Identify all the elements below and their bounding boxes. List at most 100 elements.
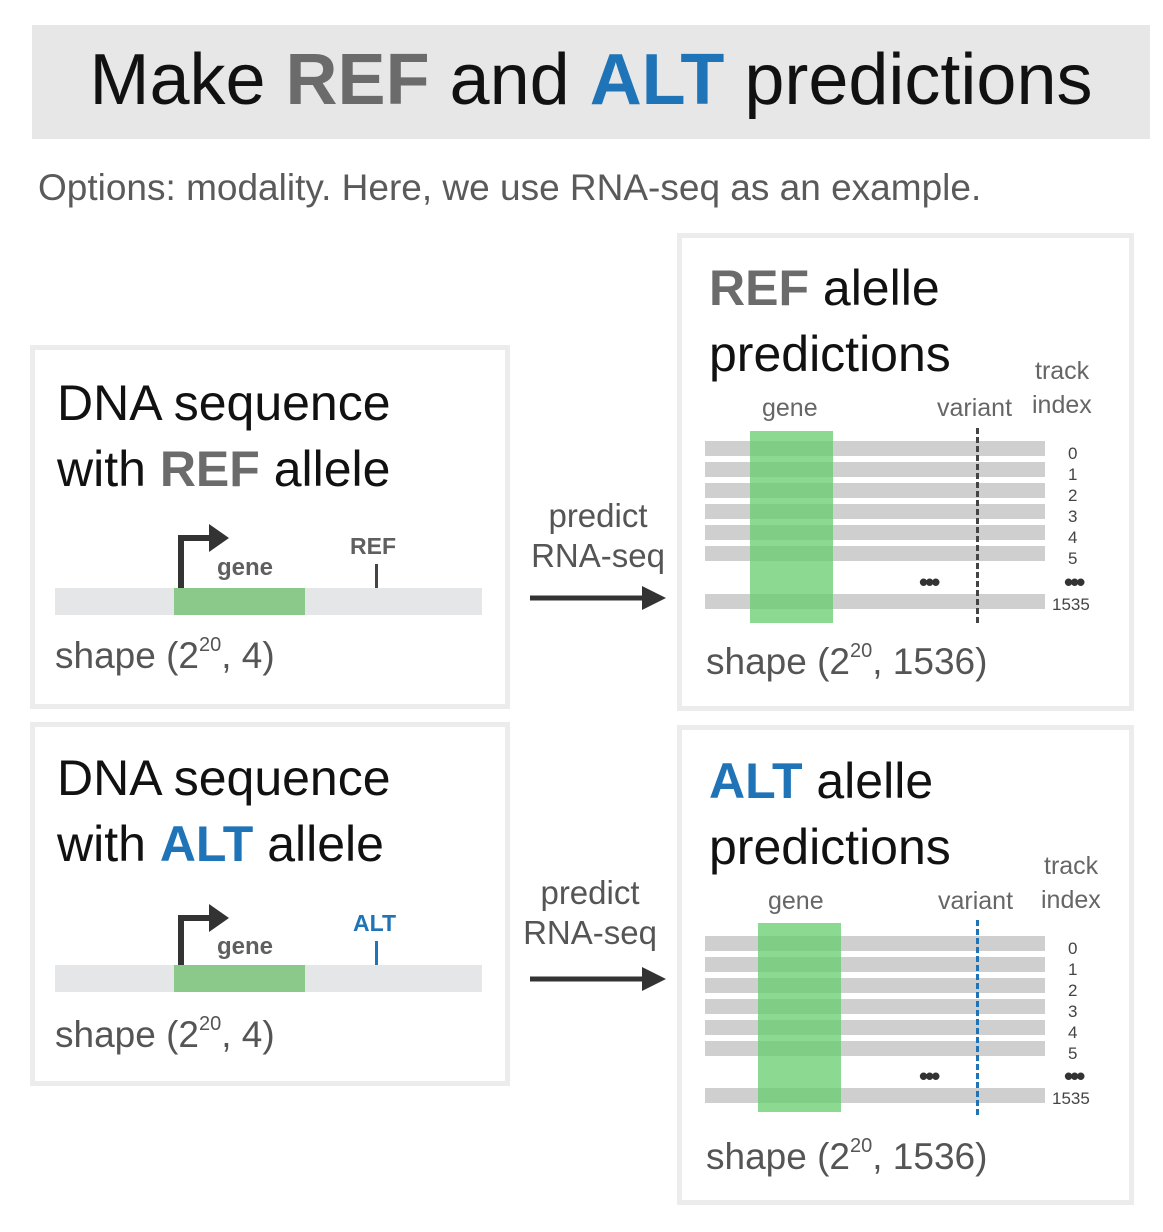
ref-predict-label: predict RNA-seq: [518, 496, 678, 576]
ref-track-label-1: track: [1035, 357, 1090, 385]
ref-input-title-line1: DNA sequence: [57, 375, 391, 431]
ref-input-panel: DNA sequence with REF allele gene REF sh…: [30, 345, 510, 709]
alt-output-shape-exp: 20: [850, 1135, 873, 1157]
alt-track-4: [705, 1020, 1045, 1035]
ref-output-alelle: alelle: [809, 260, 940, 316]
ref-output-shape-exp: 20: [850, 640, 873, 662]
ref-output-panel: REF alelle predictions track index gene …: [677, 233, 1134, 711]
alt-input-shape-prefix: shape (2: [55, 1014, 199, 1055]
alt-track-1: [705, 957, 1045, 972]
alt-index-2: 2: [1068, 981, 1078, 1000]
ref-output-title-line1: REF alelle: [709, 255, 940, 321]
alt-index-last: 1535: [1052, 1089, 1090, 1108]
alt-input-with: with: [57, 816, 160, 872]
alt-predict-label: predict RNA-seq: [510, 873, 670, 953]
alt-input-allele-suffix: allele: [253, 816, 384, 872]
ref-variant-line: [976, 428, 979, 623]
ref-output-allele-word: REF: [709, 260, 809, 316]
ref-output-shape-suffix: , 1536): [872, 641, 988, 682]
promoter-arrow-icon: [178, 524, 229, 590]
ref-output-shape-prefix: shape (2: [706, 641, 850, 682]
alt-output-title-line2: predictions: [709, 819, 951, 875]
ref-input-with: with: [57, 441, 160, 497]
alt-output-panel: ALT alelle predictions track index gene …: [677, 725, 1134, 1205]
page-title: Make REF and ALT predictions: [32, 36, 1150, 124]
alt-input-gene-label: gene: [217, 933, 274, 960]
title-ref-word: REF: [285, 40, 430, 120]
ref-track-ellipsis: •••: [919, 567, 940, 597]
ref-gene-col-label: gene: [762, 394, 818, 422]
alt-input-allele-label: ALT: [353, 910, 397, 936]
ref-track-label-2: index: [1032, 391, 1092, 419]
alt-index-ellipsis: •••: [1064, 1061, 1085, 1091]
ref-index-1: 1: [1068, 465, 1078, 484]
ref-variant-label: variant: [937, 394, 1013, 422]
alt-input-allele-word: ALT: [159, 816, 254, 872]
alt-index-3: 3: [1068, 1002, 1078, 1021]
alt-output-alelle: alelle: [802, 753, 934, 809]
ref-index-5: 5: [1068, 549, 1078, 568]
ref-input-shape: shape (220, 4): [55, 634, 275, 678]
ref-gene-column: [750, 431, 833, 623]
alt-variant-tick: [375, 941, 378, 965]
ref-input-gene-label: gene: [217, 554, 274, 581]
alt-track-1535: [705, 1088, 1045, 1103]
ref-input-shape-prefix: shape (2: [55, 635, 199, 676]
alt-gene-region: [174, 965, 305, 992]
alt-track-label-2: index: [1041, 886, 1101, 914]
alt-output-allele-word: ALT: [709, 753, 803, 809]
title-prefix: Make: [89, 40, 286, 120]
alt-gene-column: [758, 923, 841, 1112]
alt-track-label-1: track: [1044, 852, 1099, 880]
ref-index-ellipsis: •••: [1064, 567, 1085, 597]
ref-input-title-line2: with REF allele: [57, 436, 390, 502]
alt-predict-line2: RNA-seq: [523, 914, 657, 951]
ref-input-allele-word: REF: [159, 441, 260, 497]
alt-output-shape-suffix: , 1536): [872, 1136, 988, 1177]
title-banner: [32, 25, 1150, 139]
alt-variant-label: variant: [938, 887, 1014, 915]
ref-predict-arrow-icon: [530, 586, 666, 610]
alt-track-ellipsis: •••: [919, 1061, 940, 1091]
alt-gene-col-label: gene: [768, 887, 824, 915]
ref-input-allele-label: REF: [350, 533, 396, 559]
promoter-arrow-icon: [178, 904, 229, 970]
ref-index-4: 4: [1068, 528, 1078, 547]
alt-input-title-line2: with ALT allele: [57, 811, 384, 877]
alt-predict-arrow-icon: [530, 967, 666, 991]
ref-gene-region: [174, 588, 305, 615]
alt-input-shape-suffix: , 4): [221, 1014, 275, 1055]
subtitle: Options: modality. Here, we use RNA-seq …: [38, 167, 982, 208]
alt-track-0: [705, 936, 1045, 951]
title-suffix: predictions: [724, 40, 1093, 120]
ref-index-3: 3: [1068, 507, 1078, 526]
ref-output-title-line2: predictions: [709, 326, 951, 382]
alt-index-1: 1: [1068, 960, 1078, 979]
ref-output-shape: shape (220, 1536): [706, 640, 987, 684]
alt-input-shape-exp: 20: [199, 1013, 222, 1035]
title-alt-word: ALT: [589, 40, 725, 120]
alt-index-4: 4: [1068, 1023, 1078, 1042]
alt-output-shape: shape (220, 1536): [706, 1135, 987, 1179]
ref-input-shape-suffix: , 4): [221, 635, 275, 676]
alt-input-panel: DNA sequence with ALT allele gene ALT sh…: [30, 722, 510, 1086]
ref-input-allele-suffix: allele: [259, 441, 391, 497]
ref-variant-tick: [375, 564, 378, 588]
ref-index-0: 0: [1068, 444, 1078, 463]
alt-input-shape: shape (220, 4): [55, 1013, 275, 1057]
alt-output-shape-prefix: shape (2: [706, 1136, 850, 1177]
ref-index-last: 1535: [1052, 595, 1090, 614]
ref-input-shape-exp: 20: [199, 634, 222, 656]
ref-predict-line2: RNA-seq: [531, 537, 665, 574]
alt-predict-line1: predict: [540, 874, 640, 911]
alt-track-3: [705, 999, 1045, 1014]
alt-output-title-line1: ALT alelle: [709, 748, 933, 814]
title-middle: and: [429, 40, 590, 120]
alt-index-0: 0: [1068, 939, 1078, 958]
ref-predict-line1: predict: [548, 497, 648, 534]
alt-variant-line: [976, 920, 979, 1115]
ref-index-2: 2: [1068, 486, 1078, 505]
alt-index-5: 5: [1068, 1044, 1078, 1063]
alt-track-5: [705, 1041, 1045, 1056]
alt-track-2: [705, 978, 1045, 993]
